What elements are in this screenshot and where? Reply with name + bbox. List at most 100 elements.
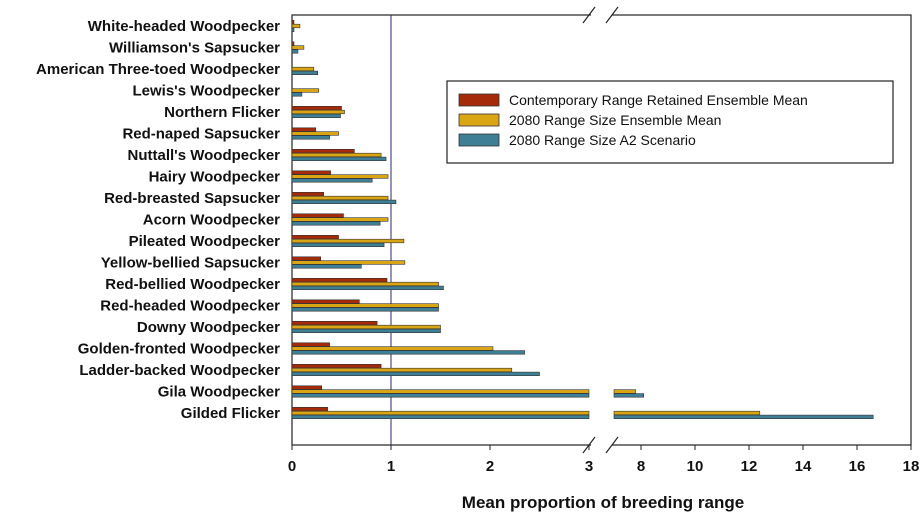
- category-label: White-headed Woodpecker: [88, 18, 280, 35]
- category-label: Gilded Flicker: [181, 405, 280, 422]
- category-label: Ladder-backed Woodpecker: [79, 362, 280, 379]
- category-group: [291, 19, 301, 33]
- bar: [291, 92, 303, 97]
- bar: [291, 410, 590, 416]
- x-tick-label: 3: [585, 458, 593, 475]
- bar: [291, 70, 319, 75]
- bar: [613, 389, 636, 394]
- bar: [291, 217, 389, 222]
- category-label: Red-breasted Sapsucker: [104, 190, 280, 207]
- legend-swatch: [458, 133, 500, 147]
- bar: [291, 367, 513, 373]
- category-label: Acorn Woodpecker: [143, 212, 280, 229]
- bar: [291, 320, 378, 326]
- bar: [291, 49, 299, 54]
- bar: [291, 213, 344, 218]
- category-label: Red-headed Woodpecker: [100, 298, 280, 315]
- legend-label: Contemporary Range Retained Ensemble Mea…: [509, 92, 808, 108]
- axis-break-mark: [605, 436, 619, 454]
- bar: [291, 350, 525, 355]
- bar: [291, 199, 397, 205]
- legend-swatch: [458, 113, 500, 127]
- bar: [291, 307, 439, 312]
- bar: [291, 106, 342, 111]
- bar: [291, 41, 295, 46]
- bar: [291, 19, 295, 25]
- bar: [291, 127, 317, 132]
- bar: [291, 192, 324, 197]
- x-axis-title: Mean proportion of breeding range: [462, 493, 744, 512]
- x-tick-label: 14: [795, 458, 812, 475]
- bar: [291, 23, 301, 29]
- legend-swatch: [458, 93, 500, 107]
- bar: [291, 131, 339, 136]
- bar: [291, 342, 330, 347]
- bar: [291, 156, 387, 162]
- bar: [291, 178, 373, 183]
- axis-break-mark: [582, 6, 596, 24]
- category-label: Yellow-bellied Sapsucker: [101, 255, 280, 272]
- bar: [291, 406, 328, 412]
- x-tick-label: 18: [903, 458, 920, 475]
- category-group: [291, 192, 397, 205]
- category-group: [291, 88, 320, 97]
- bar: [291, 149, 355, 154]
- legend-box: [446, 80, 894, 164]
- category-label: American Three-toed Woodpecker: [36, 61, 280, 78]
- category-group: [291, 149, 387, 162]
- bar: [291, 393, 590, 398]
- category-label: Williamson's Sapsucker: [109, 40, 280, 57]
- bar: [291, 281, 439, 287]
- bar: [291, 170, 331, 175]
- category-label: Northern Flicker: [164, 104, 280, 121]
- bar: [291, 109, 345, 115]
- x-tick-label: 8: [637, 458, 645, 475]
- category-label: Gila Woodpecker: [158, 384, 280, 401]
- category-group: [291, 385, 645, 398]
- legend-label: 2080 Range Size A2 Scenario: [509, 132, 696, 148]
- x-tick-label: 0: [288, 458, 296, 475]
- bar: [291, 27, 295, 33]
- category-label: Red-naped Sapsucker: [122, 126, 280, 143]
- bar: [291, 346, 494, 351]
- category-group: [291, 320, 441, 334]
- category-label: Nuttall's Woodpecker: [128, 147, 281, 164]
- bar: [291, 277, 388, 283]
- category-group: [291, 213, 389, 226]
- bar: [291, 221, 381, 226]
- category-group: [291, 406, 874, 420]
- category-label: Hairy Woodpecker: [149, 169, 281, 186]
- category-group: [291, 170, 389, 183]
- axis-break-mark: [605, 6, 619, 24]
- x-tick-label: 1: [387, 458, 395, 475]
- category-label: Pileated Woodpecker: [129, 233, 281, 250]
- x-tick-label: 2: [486, 458, 494, 475]
- bar: [291, 264, 362, 269]
- bar: [291, 260, 406, 265]
- bar: [613, 414, 874, 420]
- bar: [291, 385, 323, 390]
- bar: [613, 393, 645, 398]
- x-tick-label: 16: [849, 458, 866, 475]
- bar: [291, 285, 444, 291]
- category-label: Red-bellied Woodpecker: [105, 276, 280, 293]
- category-group: [291, 363, 540, 377]
- plot-area-frame: [291, 14, 912, 446]
- bar: [291, 152, 382, 158]
- category-group: [291, 235, 405, 248]
- x-tick-label: 12: [741, 458, 758, 475]
- bar: [291, 238, 405, 244]
- bar: [291, 324, 441, 330]
- bar: [291, 135, 330, 140]
- category-label: Lewis's Woodpecker: [132, 83, 280, 100]
- category-group: [291, 127, 339, 140]
- bar: [613, 410, 761, 416]
- category-label: Downy Woodpecker: [137, 319, 280, 336]
- bar: [291, 328, 441, 334]
- bar: [291, 303, 439, 308]
- category-group: [291, 256, 406, 269]
- legend-label: 2080 Range Size Ensemble Mean: [509, 112, 721, 128]
- bar: [291, 66, 315, 72]
- category-group: [291, 277, 444, 291]
